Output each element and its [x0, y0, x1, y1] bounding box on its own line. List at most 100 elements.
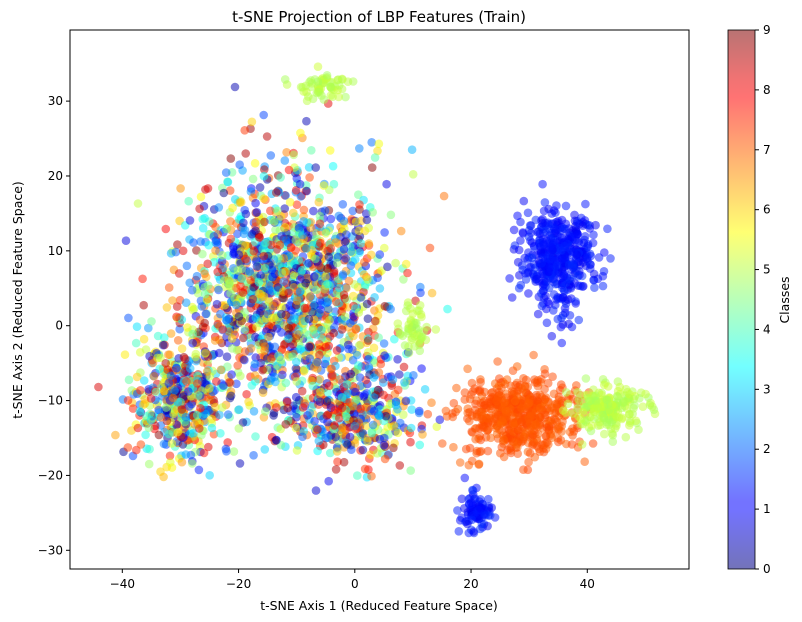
scatter-point	[337, 423, 347, 433]
scatter-point	[580, 457, 589, 467]
scatter-point	[188, 329, 197, 339]
scatter-point	[362, 209, 371, 218]
scatter-point	[484, 494, 493, 504]
scatter-point	[539, 239, 549, 249]
scatter-point	[380, 454, 390, 464]
scatter-point	[350, 387, 360, 397]
scatter-point	[363, 348, 373, 357]
scatter-point	[508, 413, 518, 423]
scatter-point	[560, 253, 570, 263]
scatter-point	[242, 390, 251, 399]
scatter-point	[211, 238, 221, 247]
scatter-point	[246, 275, 255, 285]
scatter-point	[517, 403, 526, 413]
scatter-point	[638, 402, 648, 412]
scatter-point	[337, 403, 347, 413]
scatter-point	[538, 253, 547, 262]
scatter-point	[415, 440, 425, 450]
scatter-point	[323, 433, 333, 443]
scatter-point	[259, 194, 269, 203]
scatter-point	[136, 440, 146, 449]
scatter-point	[195, 204, 204, 214]
scatter-point	[381, 411, 391, 421]
scatter-point	[573, 272, 583, 281]
scatter-point	[248, 294, 258, 304]
scatter-point	[286, 243, 296, 252]
scatter-point	[524, 289, 533, 298]
scatter-point	[200, 282, 210, 292]
scatter-point	[517, 261, 527, 270]
scatter-point	[161, 224, 171, 234]
scatter-point	[244, 397, 253, 407]
scatter-point	[316, 238, 325, 248]
scatter-point	[346, 369, 356, 379]
scatter-point	[417, 312, 426, 322]
scatter-point	[348, 206, 358, 216]
scatter-point	[500, 398, 509, 407]
scatter-point	[557, 427, 566, 436]
scatter-point	[369, 343, 379, 353]
scatter-point	[599, 380, 609, 390]
scatter-point	[210, 336, 220, 345]
scatter-point	[226, 154, 236, 163]
scatter-point	[281, 420, 291, 429]
scatter-point	[236, 197, 246, 207]
scatter-point	[219, 381, 228, 390]
scatter-point	[404, 320, 414, 329]
scatter-point	[220, 300, 230, 310]
scatter-point	[198, 214, 207, 224]
scatter-point	[131, 338, 141, 348]
scatter-point	[362, 215, 372, 225]
scatter-point	[554, 437, 563, 447]
scatter-point	[216, 309, 225, 319]
scatter-point	[373, 146, 382, 156]
scatter-point	[549, 206, 559, 215]
scatter-point	[589, 230, 598, 240]
scatter-point	[138, 274, 147, 284]
scatter-point	[331, 432, 340, 442]
scatter-point	[591, 391, 600, 401]
scatter-point	[380, 433, 389, 443]
scatter-point	[499, 452, 509, 462]
scatter-point	[153, 353, 162, 363]
scatter-point	[320, 206, 330, 215]
scatter-point	[471, 434, 480, 444]
scatter-point	[364, 223, 374, 233]
scatter-point	[315, 350, 324, 360]
scatter-point	[197, 430, 206, 440]
scatter-point	[541, 432, 550, 441]
scatter-point	[223, 362, 232, 372]
scatter-point	[229, 447, 239, 456]
scatter-point	[521, 269, 530, 278]
scatter-point	[316, 305, 325, 314]
scatter-point	[406, 466, 416, 475]
scatter-point	[201, 185, 210, 194]
scatter-point	[418, 430, 427, 439]
scatter-point	[323, 264, 332, 274]
scatter-point	[304, 342, 314, 352]
scatter-point	[465, 407, 474, 417]
scatter-point	[259, 171, 269, 181]
y-tick-label: −10	[38, 394, 63, 408]
scatter-point	[218, 325, 227, 334]
scatter-point	[626, 416, 635, 426]
scatter-point	[282, 148, 291, 157]
scatter-point	[571, 299, 580, 308]
scatter-point	[189, 428, 198, 438]
scatter-point	[460, 395, 470, 404]
scatter-point	[484, 398, 493, 408]
scatter-point	[284, 324, 294, 333]
scatter-point	[334, 211, 344, 221]
scatter-point	[212, 299, 222, 309]
scatter-point	[363, 275, 372, 284]
scatter-point	[311, 163, 321, 172]
scatter-point	[331, 297, 341, 307]
scatter-point	[355, 248, 364, 257]
scatter-point	[324, 381, 334, 391]
scatter-point	[587, 421, 596, 431]
plot-area	[70, 30, 689, 569]
scatter-point	[480, 387, 490, 397]
scatter-point	[517, 417, 526, 427]
scatter-point	[304, 92, 313, 101]
scatter-point	[196, 237, 205, 246]
